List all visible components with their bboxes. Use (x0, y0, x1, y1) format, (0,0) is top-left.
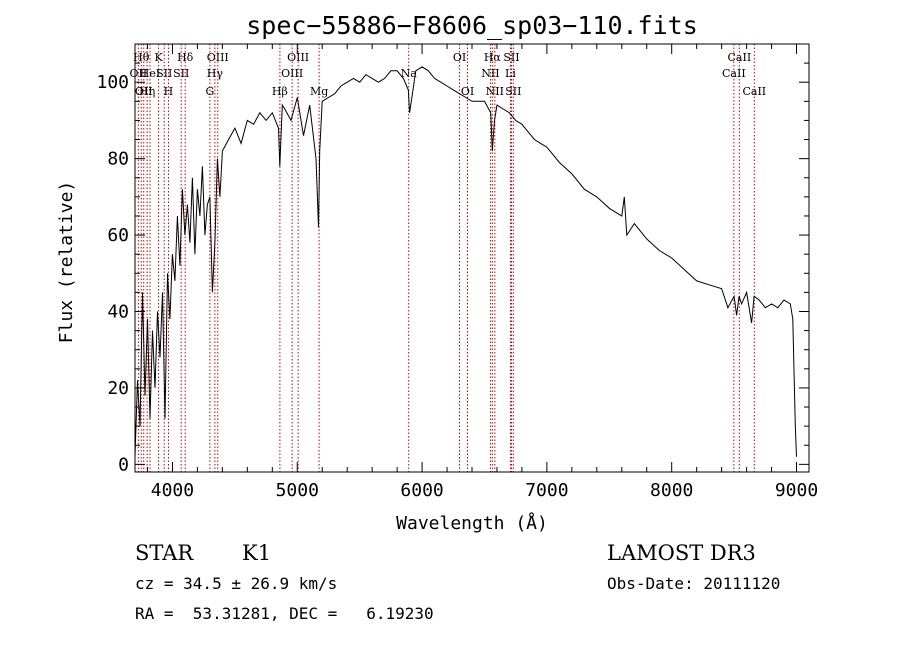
line-marker-label: NII (481, 67, 499, 80)
y-tick-label: 40 (107, 302, 129, 323)
line-marker-label: OIII (281, 67, 303, 80)
spectrum-line (134, 66, 797, 457)
line-marker-labels: OIIHθOIIHηHeIKSIIHSIIHδGHγOIIIHβOIIIOIII… (130, 51, 767, 98)
line-marker-label: Hη (139, 85, 155, 98)
line-marker-label: Hδ (177, 51, 194, 64)
line-marker-label: Hβ (272, 85, 288, 98)
line-marker-label: OII (135, 85, 153, 98)
line-marker-label: SII (503, 51, 519, 64)
x-tick-label: 7000 (525, 480, 568, 501)
x-tick-label: 4000 (151, 480, 194, 501)
star-subclass: K1 (242, 541, 271, 565)
line-marker-label: Hγ (207, 67, 224, 80)
x-tick-label: 5000 (276, 480, 319, 501)
line-marker-label: CaII (742, 85, 766, 98)
line-marker-label: SII (505, 85, 521, 98)
star-class: STAR (135, 541, 194, 565)
line-marker-label: SII (156, 67, 172, 80)
line-marker-label: Li (505, 67, 516, 80)
line-marker-label: NII (486, 85, 504, 98)
ra-dec-text: RA = 53.31281, DEC = 6.19230 (135, 604, 434, 623)
x-axis: 4000 5000 6000 7000 8000 9000 (146, 44, 818, 501)
line-marker-label: OII (130, 67, 148, 80)
y-tick-label: 60 (107, 225, 129, 246)
line-marker-label: SII (173, 67, 189, 80)
y-tick-label: 80 (107, 149, 129, 170)
y-axis-label: Flux (relative) (56, 181, 77, 344)
y-tick-label: 100 (96, 72, 129, 93)
redshift-text: cz = 34.5 ± 26.9 km/s (135, 574, 337, 593)
x-tick-label: 9000 (775, 480, 818, 501)
x-tick-label: 8000 (650, 480, 693, 501)
plot-frame (134, 43, 810, 473)
y-tick-label: 0 (118, 454, 129, 475)
line-marker-label: CaII (728, 51, 752, 64)
line-marker-label: OIII (287, 51, 309, 64)
line-marker-label: Na (401, 67, 418, 80)
y-axis: 0 20 40 60 80 100 (96, 62, 809, 475)
line-marker-label: H (164, 85, 174, 98)
line-marker-label: G (205, 85, 214, 98)
survey-name: LAMOST DR3 (607, 541, 756, 565)
line-marker-label: OIII (207, 51, 229, 64)
line-markers (137, 44, 755, 472)
line-marker-label: OI (461, 85, 474, 98)
x-axis-label: Wavelength (Å) (396, 512, 548, 534)
chart-title: spec−55886−F8606_sp03−110.fits (246, 11, 698, 40)
line-marker-label: CaII (722, 67, 746, 80)
line-marker-label: HeI (140, 67, 160, 80)
x-tick-label: 6000 (400, 480, 443, 501)
line-marker-label: Mg (310, 85, 328, 98)
line-marker-label: OI (453, 51, 466, 64)
obs-date-text: Obs-Date: 20111120 (607, 574, 780, 593)
line-marker-label: K (154, 51, 163, 64)
line-marker-label: Hα (484, 51, 502, 64)
line-marker-label: Hθ (133, 51, 150, 64)
y-tick-label: 20 (107, 378, 129, 399)
